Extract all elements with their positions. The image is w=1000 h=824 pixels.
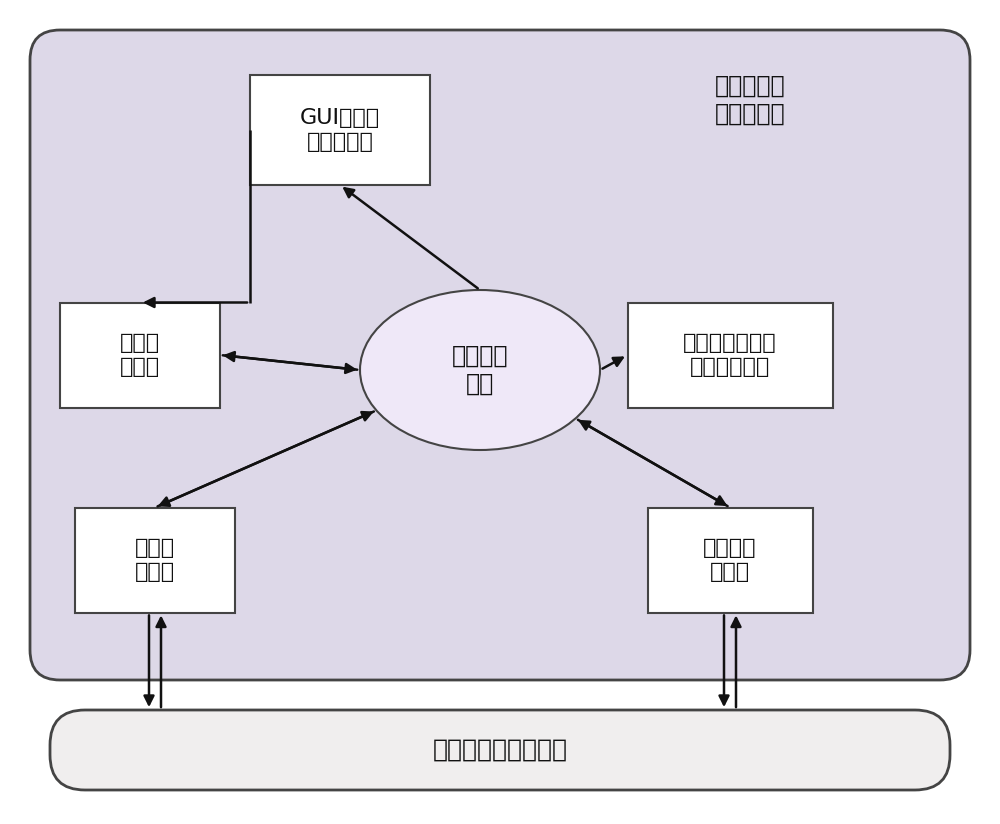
Text: 被测试操作系统对象: 被测试操作系统对象 <box>432 738 568 762</box>
Text: 功能调度
模块: 功能调度 模块 <box>452 344 508 396</box>
Text: 性能测
试模块: 性能测 试模块 <box>135 538 175 582</box>
Bar <box>60 302 220 408</box>
Text: 安全性测
试模块: 安全性测 试模块 <box>703 538 757 582</box>
Text: GUI人机交
互界面模块: GUI人机交 互界面模块 <box>300 109 380 152</box>
Bar <box>628 302 832 408</box>
Ellipse shape <box>360 290 600 450</box>
Text: 测试结果和过程
文件存储模块: 测试结果和过程 文件存储模块 <box>683 334 777 377</box>
Bar <box>75 508 235 612</box>
Text: 操作捕
捉单元: 操作捕 捉单元 <box>120 334 160 377</box>
Bar <box>648 508 812 612</box>
FancyBboxPatch shape <box>50 710 950 790</box>
FancyBboxPatch shape <box>30 30 970 680</box>
Bar <box>250 75 430 185</box>
Text: 操作系统性
能测试系统: 操作系统性 能测试系统 <box>715 74 785 126</box>
